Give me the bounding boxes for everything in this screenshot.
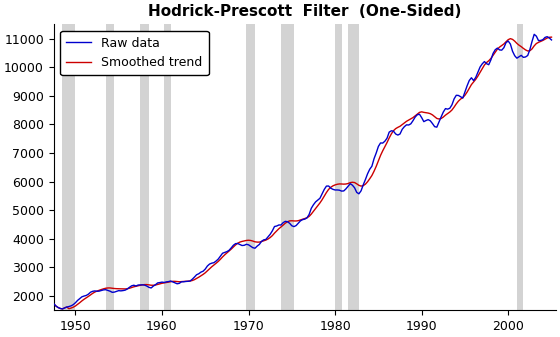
Bar [281, 25, 294, 310]
Smoothed trend [91, 290, 98, 294]
Raw data [96, 289, 102, 293]
Raw data [538, 38, 544, 42]
Smoothed trend [548, 35, 555, 39]
Title: Hodrick-Prescott  Filter  (One-Sided): Hodrick-Prescott Filter (One-Sided) [148, 4, 461, 19]
Legend: Raw data, Smoothed trend: Raw data, Smoothed trend [60, 31, 209, 75]
Raw data [59, 307, 66, 311]
Smoothed trend [59, 307, 66, 311]
Smoothed trend [535, 40, 542, 44]
Smoothed trend [206, 267, 213, 271]
Bar [141, 25, 149, 310]
Bar [335, 25, 342, 310]
Bar [246, 25, 255, 310]
Smoothed trend [120, 287, 127, 291]
Line: Raw data: Raw data [52, 34, 552, 309]
Smoothed trend [180, 279, 187, 283]
Line: Smoothed trend: Smoothed trend [52, 37, 552, 309]
Smoothed trend [96, 288, 102, 292]
Bar [164, 25, 171, 310]
Bar [106, 25, 114, 310]
Raw data [206, 262, 213, 266]
Bar [348, 25, 359, 310]
Raw data [48, 300, 55, 304]
Smoothed trend [48, 300, 55, 304]
Raw data [120, 288, 127, 293]
Raw data [91, 289, 98, 293]
Bar [62, 25, 76, 310]
Raw data [180, 280, 187, 284]
Raw data [531, 32, 538, 36]
Bar [517, 25, 524, 310]
Raw data [548, 38, 555, 42]
